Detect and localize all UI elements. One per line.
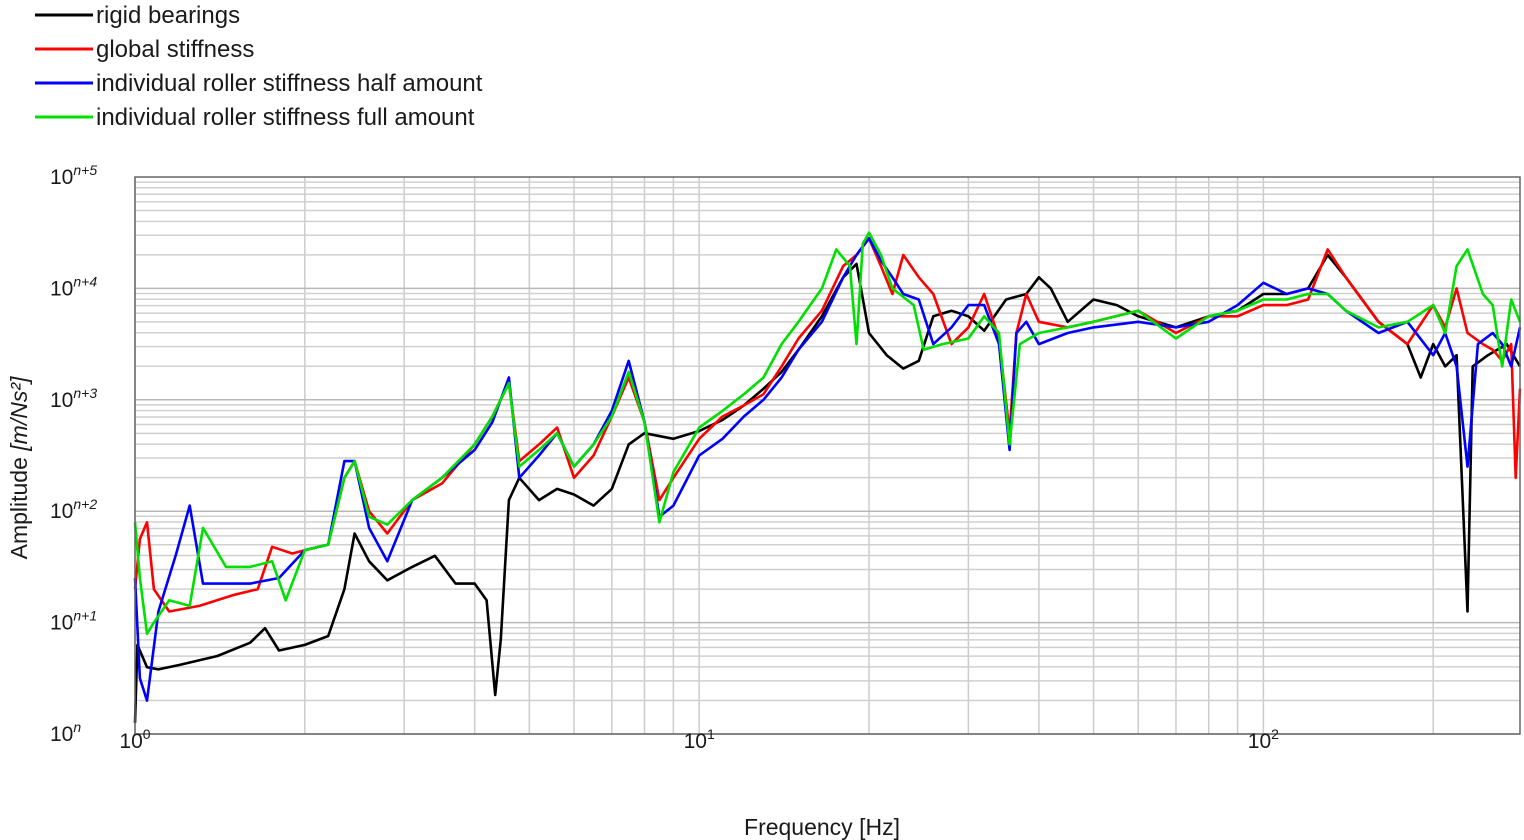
legend-label-3: individual roller stiffness half amount [96,70,483,97]
y-tick-label: 10n+2 [50,496,97,523]
y-tick-labels: 10n 10n+1 10n+2 10n+3 10n+4 10n+5 [50,162,97,746]
legend-label-1: rigid bearings [96,2,240,29]
legend: rigid bearings global stiffness individual… [35,2,483,131]
legend-label-2: global stiffness [96,36,254,63]
x-tick-labels: 100 101 102 [119,726,1279,753]
grid [134,177,1520,735]
x-tick-label: 100 [119,726,150,753]
series-line-3 [133,237,1522,702]
series-line-4 [133,231,1522,635]
y-axis-label-prefix: Amplitude [6,451,32,560]
y-tick-label: 10n+5 [50,162,97,189]
plot-frame [134,176,1521,735]
legend-label-4: individual roller stiffness full amount [96,104,475,131]
x-axis-label: Frequency [Hz] [744,814,900,840]
y-tick-label: 10n+4 [50,273,97,300]
x-tick-label: 102 [1248,726,1279,753]
series-group [133,231,1522,723]
y-axis-label-unit: [m/Ns²] [6,376,32,452]
y-tick-label: 10n+3 [50,385,97,412]
y-tick-label: 10n [50,719,81,746]
y-axis-label: Amplitude [m/Ns²] [6,376,32,559]
x-tick-label: 101 [684,726,715,753]
y-tick-label: 10n+1 [50,608,97,635]
